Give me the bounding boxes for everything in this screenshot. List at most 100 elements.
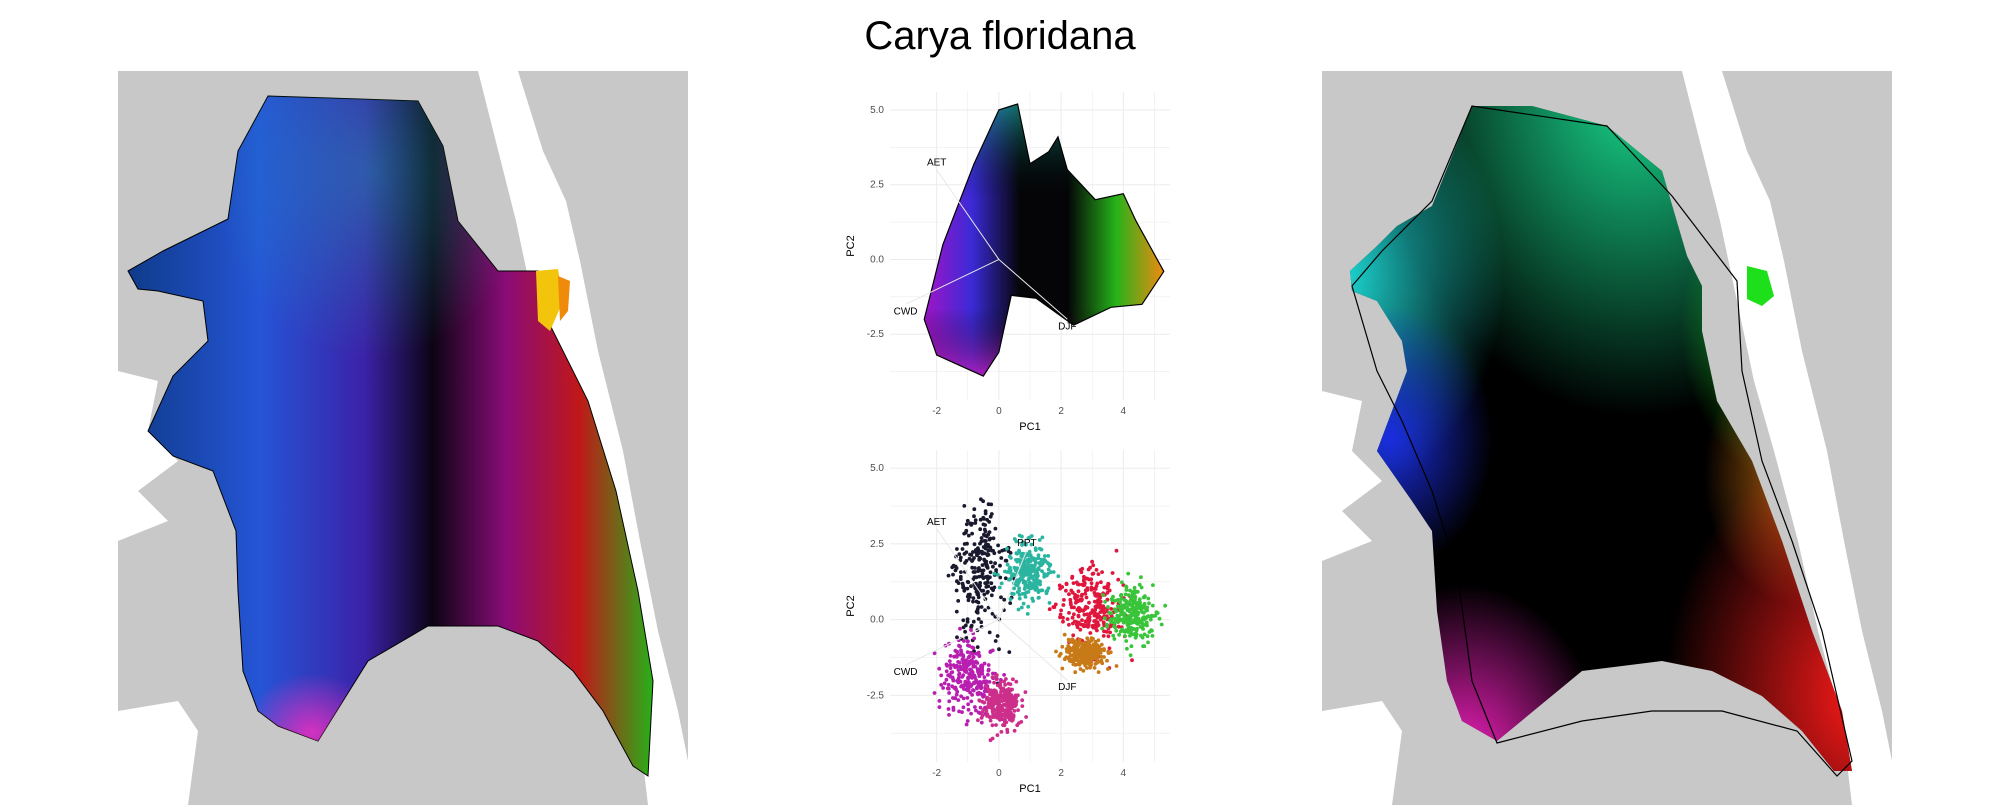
data-point [1039,547,1044,552]
y-tick-label: -2.5 [867,690,885,701]
data-point [942,681,947,686]
data-point [1106,605,1110,609]
data-point [1017,596,1022,601]
data-point [1000,708,1005,713]
data-point [1087,658,1092,663]
data-point [986,542,990,547]
data-point [980,549,984,554]
data-point [986,548,991,553]
data-point [1134,632,1139,637]
data-point [1116,614,1121,619]
data-point [997,684,1002,688]
data-point [1005,546,1009,551]
data-point [932,651,937,656]
data-point [1017,589,1021,593]
data-point [1096,638,1101,643]
data-point [989,581,994,586]
data-point [971,655,976,659]
data-point [954,609,959,614]
data-point [1134,604,1139,609]
data-point [1112,637,1117,641]
data-point [969,584,973,589]
data-point [1039,557,1044,562]
data-point [1092,646,1097,651]
data-point [1088,665,1092,670]
point-cluster [976,673,1028,743]
data-point [1029,563,1034,568]
data-point [1108,630,1112,635]
data-point [1077,637,1082,642]
data-point [1034,557,1038,561]
data-point [1057,654,1062,658]
data-point [1007,687,1011,691]
data-point [1102,585,1107,590]
data-point [958,652,963,657]
data-point [947,659,952,663]
y-tick-label: 0.0 [870,254,884,265]
data-point [1093,608,1098,612]
data-point [948,666,953,670]
data-point [1085,623,1089,628]
data-point [986,663,991,667]
data-point [991,588,995,592]
data-point [1128,653,1133,658]
data-point [965,518,970,523]
data-point [1019,605,1024,610]
data-point [981,515,986,520]
data-point [1114,548,1119,553]
data-point [1099,580,1103,585]
data-point [1008,551,1013,555]
data-point [1005,693,1010,698]
data-point [1077,606,1082,611]
data-point [971,652,975,656]
data-point [961,696,966,701]
data-point [1039,563,1044,567]
data-point [991,564,995,569]
loading-vector [936,169,1000,260]
data-point [1066,647,1071,651]
data-point [962,552,967,556]
data-point [1080,645,1084,650]
data-point [964,522,969,527]
data-point [1159,622,1164,627]
data-point [989,560,993,565]
data-point [1112,616,1117,621]
data-point [973,521,978,525]
data-point [1026,590,1031,594]
data-point [1017,548,1021,553]
data-point [1010,702,1015,707]
data-point [975,691,980,696]
data-point [1102,621,1106,626]
data-point [1069,602,1073,607]
data-point [955,689,960,694]
data-point [932,691,937,695]
data-point [961,661,966,666]
loading-label: DJF [1058,682,1076,693]
data-point [1088,565,1092,570]
data-point [985,590,990,595]
data-point [1122,605,1127,610]
data-point [1080,592,1084,597]
data-point [975,645,980,649]
data-point [953,696,958,701]
data-point [990,723,995,728]
data-point [1082,574,1086,579]
data-point [1027,567,1031,572]
data-point [1111,633,1116,638]
data-point [996,708,1001,713]
data-point [981,499,985,504]
data-point [1010,591,1014,596]
data-point [1042,554,1047,558]
left-map [118,71,688,805]
data-point [993,639,998,643]
data-point [1066,644,1071,648]
data-point [948,654,953,658]
data-point [988,692,992,697]
data-point [1127,607,1132,612]
data-point [1123,634,1127,638]
data-point [956,581,961,585]
data-point [1072,646,1077,651]
data-point [999,695,1004,700]
data-point [1068,597,1073,602]
data-point [1144,620,1149,625]
